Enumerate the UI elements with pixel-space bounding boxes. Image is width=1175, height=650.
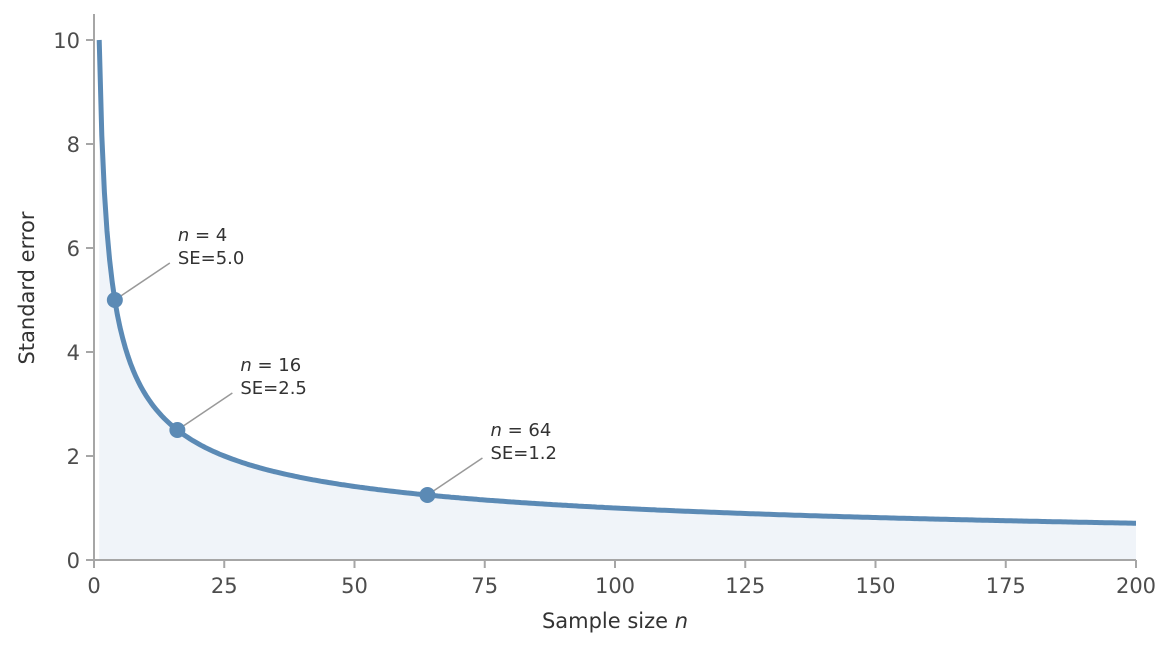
annotation-n: n = 16 xyxy=(240,355,301,376)
x-axis-ticks: 0 25 50 75 100 125 150 175 200 xyxy=(87,560,1156,598)
data-point-marker xyxy=(169,422,186,438)
annotation-se: SE=5.0 xyxy=(178,248,245,269)
x-tick-label: 100 xyxy=(595,574,635,598)
y-axis-ticks: 0 2 4 6 8 10 xyxy=(53,29,94,573)
x-tick-label: 125 xyxy=(725,574,765,598)
annotation-n: n = 4 xyxy=(178,225,227,246)
x-tick-label: 0 xyxy=(87,574,100,598)
x-tick-label: 200 xyxy=(1116,574,1156,598)
annotation-leader xyxy=(427,457,483,496)
se-curve xyxy=(96,39,1136,526)
x-tick-label: 75 xyxy=(471,574,498,598)
x-tick-label: 175 xyxy=(986,574,1026,598)
y-tick-label: 0 xyxy=(67,549,80,573)
x-tick-label: 50 xyxy=(341,574,368,598)
x-tick-label: 25 xyxy=(211,574,238,598)
x-axis-label: Sample size n xyxy=(542,609,688,633)
area-fill-path xyxy=(99,40,1137,560)
data-point-marker xyxy=(419,487,436,503)
y-tick-label: 8 xyxy=(67,133,80,157)
annotation-leader xyxy=(176,392,233,431)
y-tick-label: 10 xyxy=(53,29,80,53)
se-line xyxy=(96,39,1136,526)
y-tick-label: 2 xyxy=(67,445,80,469)
annotation-n: n = 64 xyxy=(490,420,551,441)
y-axis-label: Standard error xyxy=(15,211,39,364)
area-fill xyxy=(99,40,1137,560)
x-tick-label: 150 xyxy=(855,574,895,598)
data-point-marker xyxy=(106,292,123,308)
y-tick-label: 6 xyxy=(67,237,80,261)
annotation-se: SE=1.2 xyxy=(490,443,557,464)
annotation-leader xyxy=(114,262,171,301)
y-tick-label: 4 xyxy=(67,341,80,365)
annotation-se: SE=2.5 xyxy=(240,378,307,399)
